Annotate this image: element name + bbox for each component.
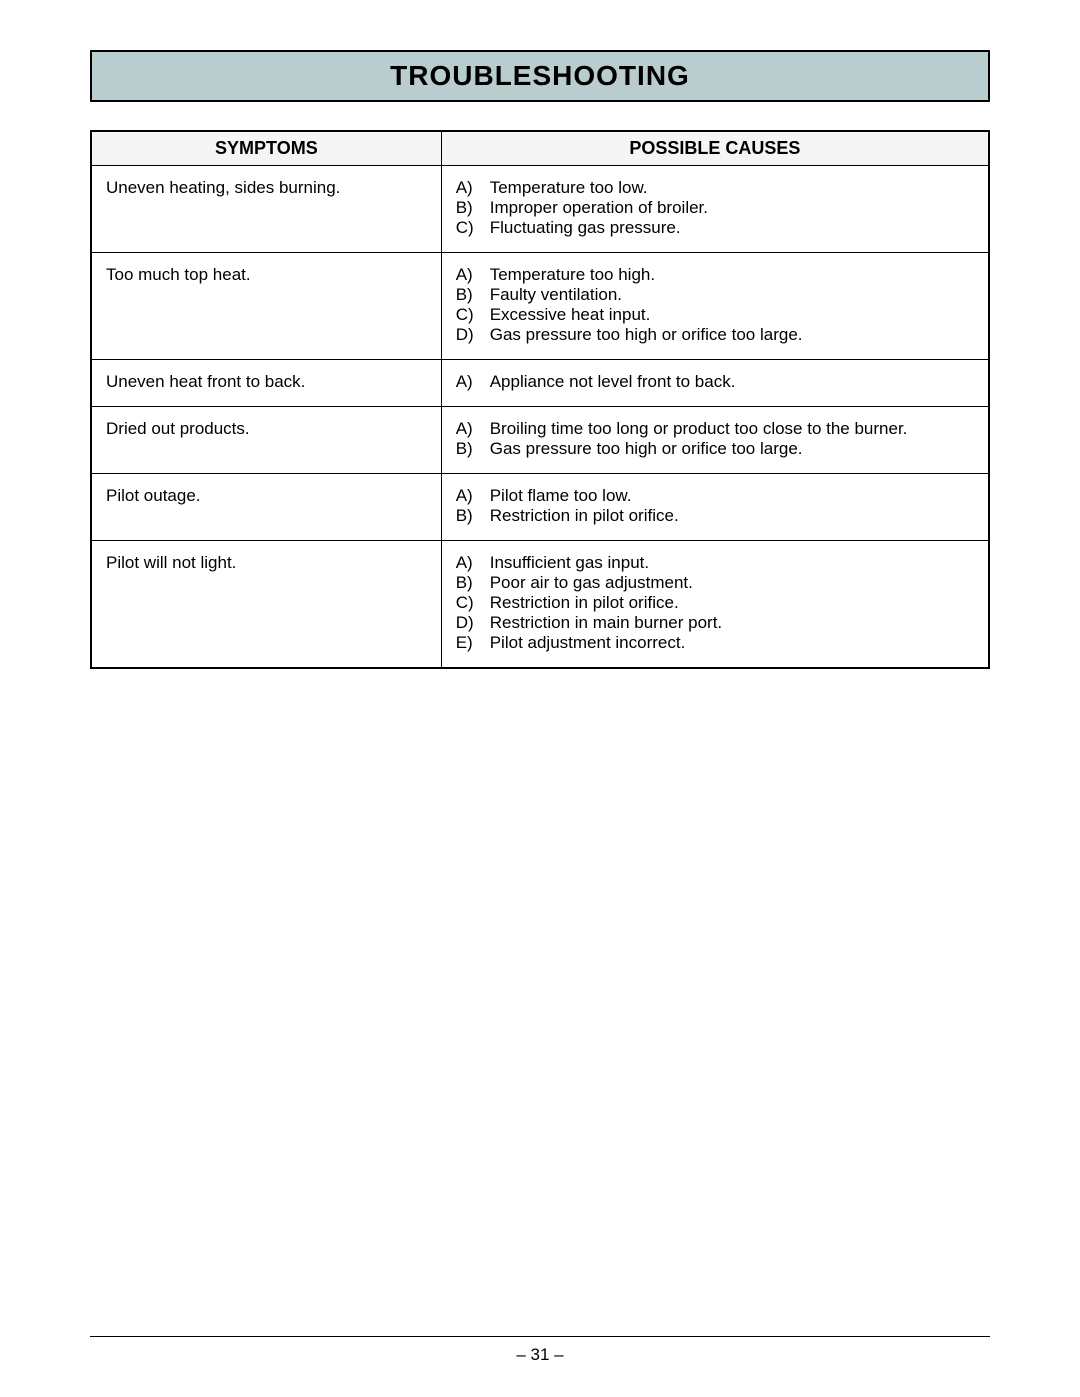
table-row: Pilot outage.A)Pilot flame too low.B)Res… [91,474,989,541]
cause-letter: E) [456,633,484,653]
cause-line: B)Restriction in pilot orifice. [456,506,974,526]
table-row: Uneven heating, sides burning.A)Temperat… [91,166,989,253]
cause-text: Restriction in pilot orifice. [484,506,974,526]
cause-letter: A) [456,265,484,285]
troubleshooting-table: SYMPTOMS POSSIBLE CAUSES Uneven heating,… [90,130,990,669]
table-row: Too much top heat.A)Temperature too high… [91,253,989,360]
cause-line: A)Broiling time too long or product too … [456,419,974,439]
cause-letter: C) [456,218,484,238]
cause-line: B)Gas pressure too high or orifice too l… [456,439,974,459]
symptom-cell: Pilot outage. [91,474,441,541]
cause-letter: B) [456,285,484,305]
cause-text: Poor air to gas adjustment. [484,573,974,593]
cause-letter: A) [456,553,484,573]
cause-line: A)Pilot flame too low. [456,486,974,506]
symptom-cell: Uneven heating, sides burning. [91,166,441,253]
footer-rule [90,1336,990,1337]
page-number: – 31 – [0,1345,1080,1365]
cause-text: Gas pressure too high or orifice too lar… [484,325,974,345]
document-page: TROUBLESHOOTING SYMPTOMS POSSIBLE CAUSES… [0,0,1080,1397]
table-row: Dried out products. A)Broiling time too l… [91,407,989,474]
cause-line: A)Appliance not level front to back. [456,372,974,392]
header-symptoms: SYMPTOMS [91,131,441,166]
cause-text: Temperature too high. [484,265,974,285]
cause-letter: B) [456,506,484,526]
table-row: Uneven heat front to back. A)Appliance no… [91,360,989,407]
symptom-cell: Too much top heat. [91,253,441,360]
cause-text: Faulty ventilation. [484,285,974,305]
causes-cell: A)Temperature too low.B)Improper operati… [441,166,989,253]
causes-cell: A)Appliance not level front to back. [441,360,989,407]
section-title: TROUBLESHOOTING [90,50,990,102]
cause-line: A)Insufficient gas input. [456,553,974,573]
cause-line: B)Poor air to gas adjustment. [456,573,974,593]
symptom-cell: Dried out products. [91,407,441,474]
causes-cell: A)Broiling time too long or product too … [441,407,989,474]
table-body: Uneven heating, sides burning.A)Temperat… [91,166,989,669]
header-causes: POSSIBLE CAUSES [441,131,989,166]
symptom-cell: Pilot will not light. [91,541,441,669]
cause-line: B)Improper operation of broiler. [456,198,974,218]
cause-text: Improper operation of broiler. [484,198,974,218]
cause-letter: C) [456,305,484,325]
cause-letter: A) [456,178,484,198]
cause-text: Appliance not level front to back. [484,372,974,392]
causes-cell: A)Pilot flame too low.B)Restriction in p… [441,474,989,541]
symptom-cell: Uneven heat front to back. [91,360,441,407]
cause-text: Insufficient gas input. [484,553,974,573]
cause-line: E)Pilot adjustment incorrect. [456,633,974,653]
cause-line: D)Restriction in main burner port. [456,613,974,633]
cause-text: Temperature too low. [484,178,974,198]
cause-line: B)Faulty ventilation. [456,285,974,305]
cause-letter: A) [456,486,484,506]
cause-text: Restriction in main burner port. [484,613,974,633]
cause-line: C)Excessive heat input. [456,305,974,325]
cause-line: A)Temperature too high. [456,265,974,285]
cause-letter: C) [456,593,484,613]
causes-cell: A)Insufficient gas input.B)Poor air to g… [441,541,989,669]
cause-line: D)Gas pressure too high or orifice too l… [456,325,974,345]
cause-letter: B) [456,573,484,593]
cause-text: Restriction in pilot orifice. [484,593,974,613]
cause-letter: A) [456,419,484,439]
cause-text: Pilot adjustment incorrect. [484,633,974,653]
cause-text: Broiling time too long or product too cl… [484,419,974,439]
cause-line: C)Restriction in pilot orifice. [456,593,974,613]
cause-letter: A) [456,372,484,392]
table-row: Pilot will not light.A)Insufficient gas … [91,541,989,669]
cause-letter: B) [456,439,484,459]
cause-line: A)Temperature too low. [456,178,974,198]
cause-text: Gas pressure too high or orifice too lar… [484,439,974,459]
cause-letter: B) [456,198,484,218]
cause-text: Pilot flame too low. [484,486,974,506]
cause-text: Fluctuating gas pressure. [484,218,974,238]
table-header-row: SYMPTOMS POSSIBLE CAUSES [91,131,989,166]
causes-cell: A)Temperature too high.B)Faulty ventilat… [441,253,989,360]
cause-line: C)Fluctuating gas pressure. [456,218,974,238]
cause-letter: D) [456,613,484,633]
cause-text: Excessive heat input. [484,305,974,325]
cause-letter: D) [456,325,484,345]
